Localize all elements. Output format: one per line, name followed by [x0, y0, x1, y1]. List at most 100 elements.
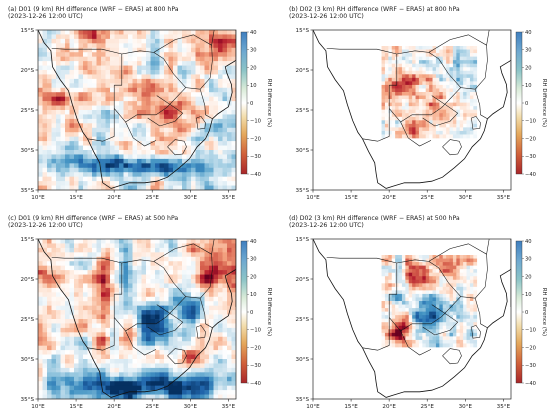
- rh-cell: [137, 327, 142, 333]
- rh-cell: [213, 274, 219, 280]
- rh-cell: [74, 283, 79, 289]
- rh-cell: [422, 332, 427, 337]
- rh-cell: [150, 239, 156, 244]
- rh-cell: [442, 77, 447, 82]
- rh-cell: [92, 345, 97, 351]
- rh-cell: [466, 53, 471, 57]
- rh-cell: [186, 56, 192, 62]
- rh-cell: [446, 255, 450, 259]
- rh-cell: [137, 87, 142, 93]
- rh-cell: [459, 49, 464, 54]
- rh-cell: [92, 30, 97, 35]
- rh-cell: [222, 38, 228, 44]
- rh-cell: [128, 127, 133, 133]
- rh-cell: [177, 127, 183, 133]
- rh-cell: [459, 120, 464, 125]
- rh-cell: [128, 283, 133, 289]
- rh-cell: [222, 390, 228, 395]
- rh-cell: [456, 106, 461, 111]
- rh-cell: [466, 113, 471, 118]
- rh-cell: [429, 262, 433, 266]
- rh-cell: [384, 95, 389, 100]
- rh-cell: [132, 247, 138, 253]
- rh-cell: [137, 114, 142, 120]
- rh-cell: [422, 109, 427, 114]
- rh-cell: [110, 61, 115, 66]
- rh-cell: [449, 322, 454, 327]
- rh-cell: [384, 336, 389, 341]
- rh-cell: [200, 61, 205, 66]
- rh-cell: [459, 308, 464, 312]
- rh-cell: [463, 272, 467, 277]
- rh-cell: [391, 60, 396, 65]
- rh-cell: [74, 163, 79, 169]
- rh-cell: [78, 154, 84, 160]
- rh-cell: [442, 343, 447, 348]
- rh-cell: [105, 243, 111, 249]
- rh-cell: [114, 274, 120, 280]
- rh-cell: [469, 343, 474, 348]
- rh-cell: [439, 109, 444, 114]
- rh-cell: [101, 381, 106, 387]
- rh-cell: [92, 78, 97, 84]
- rh-cell: [141, 172, 147, 178]
- rh-cell: [398, 301, 403, 305]
- rh-cell: [74, 96, 79, 102]
- rh-cell: [432, 67, 437, 72]
- rh-cell: [96, 145, 102, 151]
- rh-cell: [92, 332, 97, 338]
- rh-cell: [96, 261, 102, 267]
- rh-cell: [469, 77, 474, 82]
- rh-cell: [69, 114, 75, 120]
- rh-cell: [51, 274, 57, 280]
- rh-cell: [168, 176, 174, 182]
- rh-cell: [418, 269, 423, 274]
- rh-cell: [213, 167, 219, 173]
- rh-cell: [204, 30, 210, 35]
- rh-cell: [83, 123, 88, 129]
- rh-cell: [141, 279, 147, 284]
- rh-cell: [105, 127, 111, 133]
- rh-cell: [87, 239, 93, 244]
- rh-cell: [195, 123, 201, 129]
- rh-cell: [87, 359, 93, 364]
- rh-cell: [449, 127, 454, 132]
- rh-cell: [96, 239, 102, 244]
- rh-cell: [69, 247, 75, 253]
- rh-cell: [459, 265, 464, 270]
- rh-cell: [74, 47, 79, 53]
- rh-cell: [38, 74, 43, 80]
- rh-cell: [218, 292, 223, 298]
- rh-cell: [227, 47, 232, 53]
- rh-cell: [452, 308, 457, 312]
- country-border: [326, 257, 429, 264]
- rh-cell: [446, 102, 450, 107]
- rh-cell: [398, 315, 403, 320]
- rh-cell: [150, 381, 156, 387]
- rh-cell: [114, 252, 120, 258]
- rh-cell: [101, 47, 106, 53]
- rh-cell: [463, 56, 467, 61]
- rh-cell: [432, 276, 437, 281]
- rh-cell: [96, 341, 102, 347]
- rh-cell: [218, 252, 223, 258]
- rh-cell: [47, 43, 52, 49]
- rh-cell: [195, 372, 201, 378]
- rh-cell: [398, 70, 403, 75]
- rh-cell: [38, 270, 43, 275]
- rh-cell: [469, 53, 474, 57]
- rh-cell: [381, 258, 386, 263]
- rh-cell: [429, 130, 433, 135]
- rh-cell: [439, 99, 444, 103]
- rh-cell: [442, 70, 447, 75]
- rh-cell: [439, 120, 444, 125]
- rh-cell: [65, 345, 70, 351]
- rh-cell: [442, 88, 447, 93]
- rh-cell: [463, 255, 467, 259]
- rh-cell: [429, 315, 433, 320]
- rh-cell: [381, 63, 386, 68]
- rh-cell: [168, 354, 174, 360]
- rh-cell: [92, 252, 97, 258]
- rh-cell: [218, 350, 223, 355]
- rh-cell: [432, 255, 437, 259]
